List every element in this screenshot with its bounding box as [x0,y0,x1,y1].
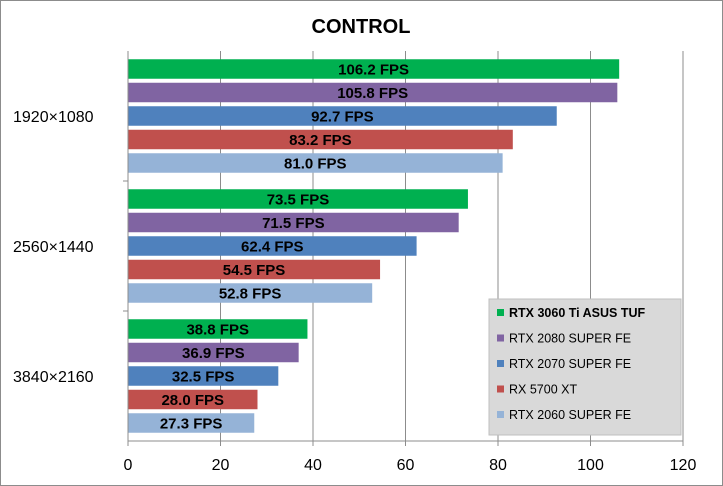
bar-0-1 [128,82,618,103]
data-label-1-3: 54.5 FPS [223,262,286,279]
legend-label-2: RTX 2070 SUPER FE [509,357,631,371]
category-label-2: 3840×2160 [13,369,94,386]
legend-label-4: RTX 2060 SUPER FE [509,408,631,422]
legend-label-1: RTX 2080 SUPER FE [509,332,631,346]
bar-2-3 [128,389,258,410]
data-label-0-1: 105.8 FPS [337,85,408,102]
data-label-0-3: 83.2 FPS [289,132,352,149]
x-tick-label-0: 0 [124,457,133,474]
x-tick-label-20: 20 [212,457,230,474]
data-label-0-0: 106.2 FPS [338,62,409,79]
bar-1-2 [128,236,417,256]
bar-2-0 [128,319,308,339]
data-label-1-2: 62.4 FPS [241,239,304,256]
legend-label-3: RX 5700 XT [509,383,577,397]
x-tick-label-120: 120 [670,457,697,474]
data-label-2-4: 27.3 FPS [160,416,223,433]
x-tick-label-60: 60 [397,457,415,474]
data-label-2-1: 36.9 FPS [182,345,245,362]
bars [128,59,620,433]
bar-0-3 [128,129,513,150]
bar-2-1 [128,342,299,363]
bar-1-1 [128,212,459,233]
legend-swatch-0 [497,309,504,316]
category-label-0: 1920×1080 [13,109,94,126]
data-label-2-0: 38.8 FPS [186,322,249,339]
data-label-2-3: 28.0 FPS [161,392,224,409]
legend-swatch-1 [497,334,504,342]
bar-0-2 [128,106,557,126]
bar-1-4 [128,283,373,303]
bar-2-4 [128,413,255,433]
bar-2-2 [128,366,279,386]
data-label-1-1: 71.5 FPS [262,215,325,232]
chart-title: CONTROL [312,16,411,38]
legend-label-0: RTX 3060 Ti ASUS TUF [509,306,646,320]
x-tick-label-100: 100 [577,457,604,474]
x-tick-label-40: 40 [304,457,322,474]
legend-swatch-3 [497,385,504,393]
bar-1-0 [128,189,468,209]
x-tick-label-80: 80 [489,457,507,474]
legend-box [488,298,682,436]
data-label-0-4: 81.0 FPS [284,156,347,173]
axes: 0 20 40 60 80 100 120 1920×1080 2560×1440 3840×21… [13,51,696,474]
category-label-1: 2560×1440 [13,239,94,256]
data-label-1-0: 73.5 FPS [267,192,330,209]
data-label-1-4: 52.8 FPS [219,286,282,303]
bar-0-0 [128,59,620,79]
data-label-2-2: 32.5 FPS [172,369,235,386]
bar-1-3 [128,259,381,280]
legend-swatch-4 [497,411,504,418]
data-labels: 106.2 FPS 105.8 FPS 92.7 FPS 83.2 FPS 81.0 F… [160,62,409,433]
bar-0-4 [128,153,503,173]
legend-swatch-2 [497,360,504,367]
legend: RTX 3060 Ti ASUS TUF RTX 2080 SUPER FE RTX… [488,298,682,436]
data-label-0-2: 92.7 FPS [311,109,374,126]
